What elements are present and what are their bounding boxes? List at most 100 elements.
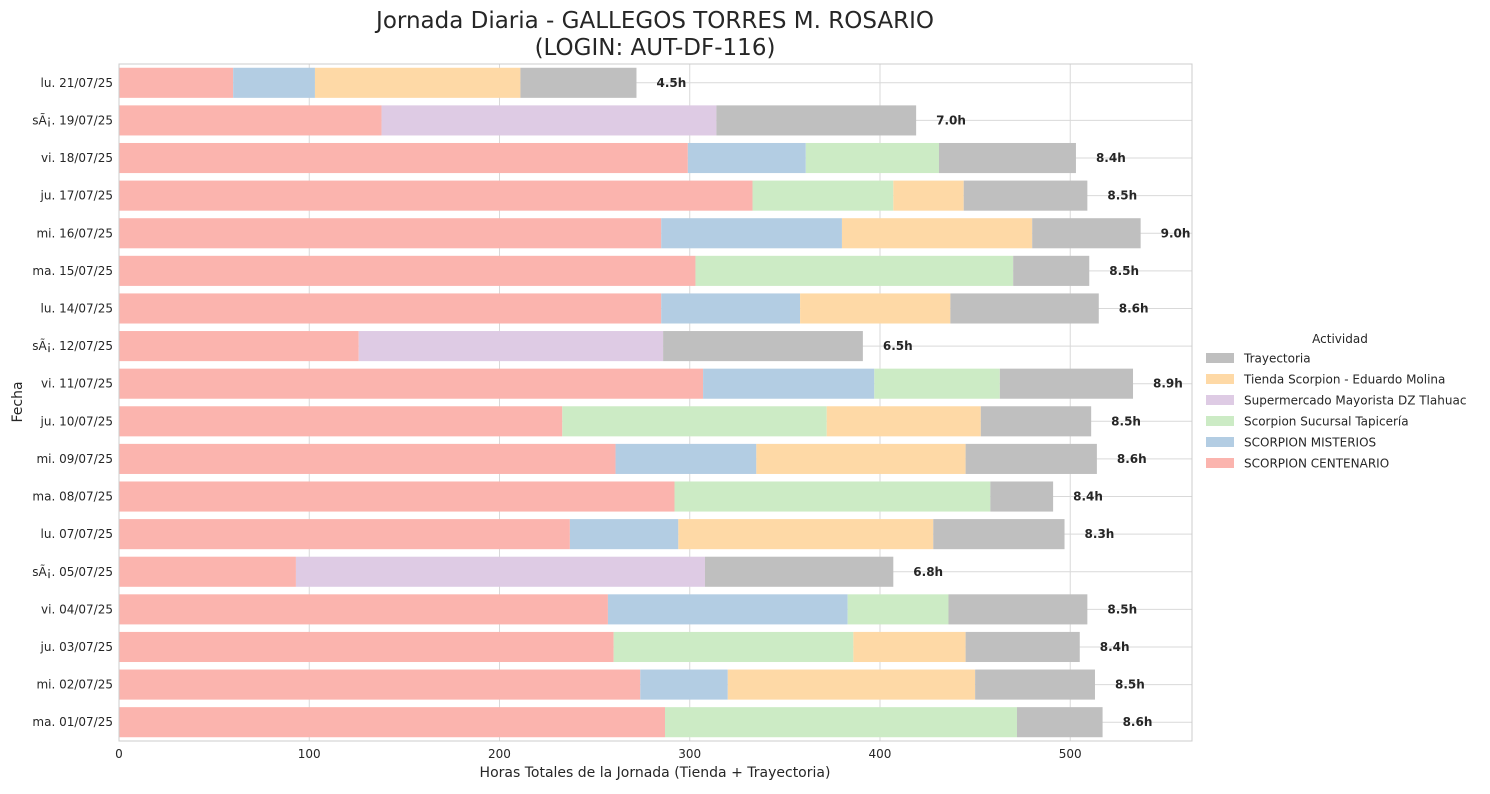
y-tick-label: lu. 07/07/25 (41, 527, 113, 541)
total-label: 8.4h (1100, 640, 1130, 654)
bar-segment (613, 631, 854, 663)
bar-segment (965, 443, 1097, 474)
bar-segment (119, 556, 296, 587)
y-tick-label: mi. 02/07/25 (36, 678, 113, 692)
bar-segment (314, 67, 521, 98)
x-tick-label: 500 (1059, 747, 1082, 761)
y-tick-label: ju. 17/07/25 (40, 189, 113, 203)
bar-segment (716, 105, 917, 136)
bar-segment (703, 368, 875, 399)
x-tick-label: 200 (488, 747, 511, 761)
legend-swatch (1206, 395, 1234, 405)
y-tick-label: vi. 18/07/25 (41, 151, 113, 165)
chart-title-line2: (LOGIN: AUT-DF-116) (535, 35, 776, 61)
bar-segment (119, 218, 662, 249)
bar-segment (847, 594, 949, 625)
legend-label: SCORPION CENTENARIO (1244, 457, 1389, 471)
x-tick-labels: 0 100 200 300 400 500 (115, 747, 1082, 761)
total-label: 8.5h (1107, 602, 1137, 616)
y-tick-label: mi. 16/07/25 (36, 226, 113, 240)
bar-segment (640, 669, 728, 700)
bar-segment (800, 293, 951, 324)
bar-segment (295, 556, 705, 587)
total-label: 8.5h (1111, 414, 1141, 428)
total-label: 8.6h (1117, 452, 1147, 466)
bar-segment (615, 443, 757, 474)
bar-segment (893, 180, 964, 211)
bar-segment (520, 67, 637, 98)
y-tick-label: sÃ¡. 05/07/25 (32, 564, 113, 579)
y-tick-label: lu. 21/07/25 (41, 76, 113, 90)
legend-swatch (1206, 437, 1234, 447)
total-label: 8.4h (1096, 151, 1126, 165)
bar-segment (569, 519, 679, 550)
bar-segment (119, 631, 614, 663)
bar-segment (119, 669, 641, 700)
legend: Actividad Trayectoria Tienda Scorpion - E… (1206, 332, 1466, 471)
bar-segment (678, 519, 934, 550)
legend-label: Trayectoria (1243, 352, 1311, 366)
bar-segment (119, 594, 608, 625)
total-label: 8.5h (1109, 264, 1139, 278)
plot-frame (118, 63, 1193, 742)
x-tick-label: 300 (678, 747, 701, 761)
bar-segment (119, 519, 570, 550)
bar-segment (661, 293, 801, 324)
y-tick-label: ma. 01/07/25 (32, 715, 113, 729)
y-tick-label: mi. 09/07/25 (36, 452, 113, 466)
bar-segment (687, 142, 806, 174)
legend-label: Tienda Scorpion - Eduardo Molina (1243, 373, 1445, 387)
legend-swatch (1206, 353, 1234, 363)
bar-segment (938, 142, 1076, 174)
total-label: 6.8h (913, 565, 943, 579)
bar-segment (826, 406, 981, 437)
bar-segment (965, 631, 1080, 663)
bar-segment (1013, 255, 1090, 286)
bars (119, 67, 1141, 738)
y-tick-label: lu. 14/07/25 (41, 301, 113, 315)
bar-segment (1032, 218, 1141, 249)
y-tick-label: ju. 10/07/25 (40, 414, 113, 428)
total-label: 8.4h (1073, 490, 1103, 504)
bar-segment (704, 556, 894, 587)
bar-segment (562, 406, 827, 437)
bar-segment (990, 481, 1054, 512)
bar-segment (963, 180, 1088, 211)
bar-segment (119, 481, 675, 512)
total-label: 8.6h (1123, 715, 1153, 729)
legend-swatch (1206, 374, 1234, 384)
chart-title-line1: Jornada Diaria - GALLEGOS TORRES M. ROSA… (374, 8, 934, 34)
bar-segment (727, 669, 976, 700)
bar-segment (756, 443, 966, 474)
total-labels: 4.5h 7.0h 8.4h 8.5h 9.0h 8.5h 8.6h 6.5h 8.9h 8.5h… (656, 76, 1190, 729)
bar-segment (874, 368, 1000, 399)
total-label: 8.9h (1153, 377, 1183, 391)
y-tick-labels: lu. 21/07/25 sÃ¡. 19/07/25 vi. 18/07/25 ju.… (32, 76, 113, 729)
bar-segment (233, 67, 315, 98)
legend-swatch (1206, 416, 1234, 426)
bar-segment (948, 594, 1088, 625)
bar-segment (752, 180, 894, 211)
total-label: 6.5h (883, 339, 913, 353)
total-label: 4.5h (656, 76, 686, 90)
legend-swatch (1206, 458, 1234, 468)
bar-segment (119, 368, 704, 399)
y-tick-label: ma. 15/07/25 (32, 264, 113, 278)
bar-segment (1016, 707, 1103, 738)
total-label: 8.6h (1119, 301, 1149, 315)
legend-title: Actividad (1312, 332, 1368, 346)
total-label: 8.5h (1107, 189, 1137, 203)
bar-segment (999, 368, 1134, 399)
legend-label: Scorpion Sucursal Tapicería (1244, 415, 1409, 429)
bar-segment (841, 218, 1033, 249)
bar-segment (853, 631, 966, 663)
bar-segment (119, 293, 662, 324)
total-label: 8.3h (1085, 527, 1115, 541)
bar-segment (933, 519, 1065, 550)
bar-segment (119, 443, 616, 474)
y-tick-label: vi. 04/07/25 (41, 602, 113, 616)
legend-label: SCORPION MISTERIOS (1244, 436, 1376, 450)
legend-items: Trayectoria Tienda Scorpion - Eduardo Mol… (1206, 352, 1466, 471)
